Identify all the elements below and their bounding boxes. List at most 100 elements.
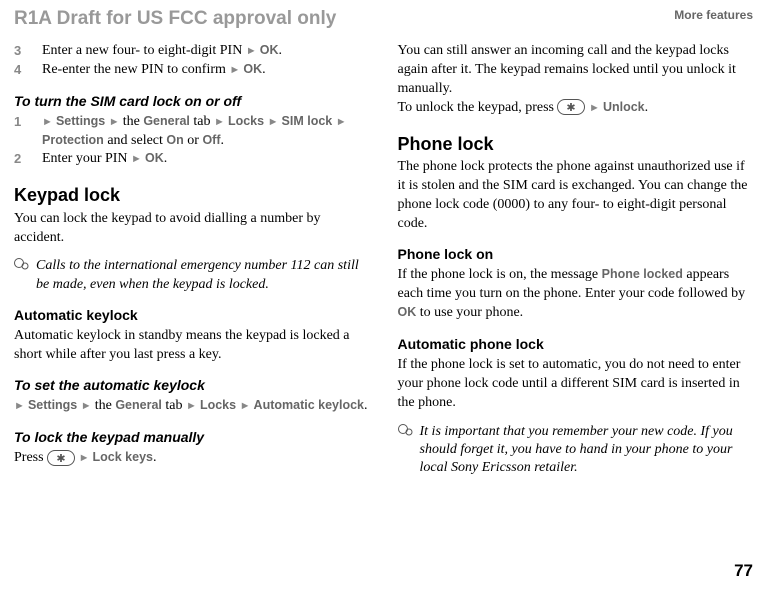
ui-label: Locks [228,114,264,128]
ui-label: Locks [200,398,236,412]
svg-text:✱: ✱ [567,102,576,114]
note-text: Calls to the international emergency num… [36,257,370,293]
step-number: 1 [14,113,42,151]
text: . [153,450,157,465]
note-remember-code: It is important that you remember your n… [398,423,754,478]
ui-label: General [143,114,190,128]
arrow-icon: ► [14,400,28,412]
text: the [95,398,116,413]
draft-code: R1A [14,8,51,29]
page-number: 77 [734,561,753,581]
step-number: 3 [14,42,42,61]
text: . [645,100,649,115]
left-column: 3 Enter a new four- to eight-digit PIN ►… [14,42,370,477]
step-text: Enter your PIN ► OK. [42,150,370,169]
body-text: The phone lock protects the phone agains… [398,158,754,234]
heading-keypad-lock: Keypad lock [14,183,370,207]
step-text: Enter a new four- to eight-digit PIN ► O… [42,42,370,61]
arrow-icon: ► [336,116,347,128]
ui-label: OK [145,151,164,165]
star-key-icon: ✱ [557,99,585,115]
ui-label: Lock keys [93,450,153,464]
text: tab [190,114,214,129]
step-number: 2 [14,150,42,169]
ui-label: OK [398,305,417,319]
ui-label: Settings [28,398,77,412]
ui-label: Phone locked [602,267,683,281]
text: Re-enter the new PIN to confirm [42,62,229,77]
arrow-icon: ► [42,116,56,128]
ui-label: Automatic keylock [254,398,364,412]
ui-label: Protection [42,133,104,147]
text: To unlock the keypad, press [398,100,558,115]
step-text: ► Settings ► the General tab ► Locks ► S… [42,113,370,151]
step-text: To unlock the keypad, press ✱ ► Unlock. [398,99,754,118]
arrow-icon: ► [131,153,145,165]
section-label: More features [674,8,753,30]
star-key-icon: ✱ [47,450,75,466]
step-text: ► Settings ► the General tab ► Locks ► A… [14,397,370,416]
step-number: 4 [14,61,42,80]
arrow-icon: ► [109,116,123,128]
text: Press [14,450,47,465]
text: to use your phone. [416,305,523,320]
arrow-icon: ► [79,452,93,464]
arrow-icon: ► [229,64,243,76]
step-4: 4 Re-enter the new PIN to confirm ► OK. [14,61,370,80]
heading-set-auto-keylock: To set the automatic keylock [14,376,370,395]
body-text: You can lock the keypad to avoid diallin… [14,210,370,248]
svg-text:✱: ✱ [56,453,65,465]
arrow-icon: ► [240,400,254,412]
text: and select [104,133,167,148]
draft-label: R1A Draft for US FCC approval only [14,8,336,30]
text: or [184,133,203,148]
text: tab [162,398,186,413]
step-3: 3 Enter a new four- to eight-digit PIN ►… [14,42,370,61]
heading-phone-lock: Phone lock [398,132,754,156]
ui-label: Settings [56,114,105,128]
arrow-icon: ► [246,45,260,57]
note-icon [14,257,30,293]
body-text: If the phone lock is set to automatic, y… [398,356,754,413]
content-columns: 3 Enter a new four- to eight-digit PIN ►… [0,30,767,477]
sim-step-2: 2 Enter your PIN ► OK. [14,150,370,169]
ui-label: Unlock [603,100,645,114]
ui-label: OK [243,62,262,76]
ui-label: OK [260,43,279,57]
step-text: Press ✱ ► Lock keys. [14,449,370,468]
step-text: Re-enter the new PIN to confirm ► OK. [42,61,370,80]
text: . [262,62,266,77]
body-text: You can still answer an incoming call an… [398,42,754,99]
ui-label: On [166,133,183,147]
body-text: If the phone lock is on, the message Pho… [398,266,754,323]
heading-lock-manually: To lock the keypad manually [14,428,370,447]
arrow-icon: ► [186,400,200,412]
text: Enter your PIN [42,151,131,166]
text: . [221,133,225,148]
heading-auto-phone-lock: Automatic phone lock [398,335,754,354]
note-emergency: Calls to the international emergency num… [14,257,370,293]
text: . [164,151,168,166]
heading-auto-keylock: Automatic keylock [14,306,370,325]
arrow-icon: ► [268,116,282,128]
right-column: You can still answer an incoming call an… [398,42,754,477]
arrow-icon: ► [589,102,603,114]
ui-label: General [115,398,162,412]
text: . [364,398,368,413]
heading-sim-lock: To turn the SIM card lock on or off [14,92,370,111]
text: . [279,43,283,58]
text: the [123,114,144,129]
note-icon [398,423,414,478]
draft-text: Draft for US FCC approval only [51,8,336,29]
arrow-icon: ► [81,400,95,412]
ui-label: Off [202,133,220,147]
arrow-icon: ► [214,116,228,128]
note-text: It is important that you remember your n… [420,423,754,478]
ui-label: SIM lock [282,114,333,128]
page-header: R1A Draft for US FCC approval only More … [0,0,767,30]
body-text: Automatic keylock in standby means the k… [14,327,370,365]
text: Enter a new four- to eight-digit PIN [42,43,246,58]
sim-step-1: 1 ► Settings ► the General tab ► Locks ►… [14,113,370,151]
text: If the phone lock is on, the message [398,267,602,282]
heading-phone-lock-on: Phone lock on [398,245,754,264]
